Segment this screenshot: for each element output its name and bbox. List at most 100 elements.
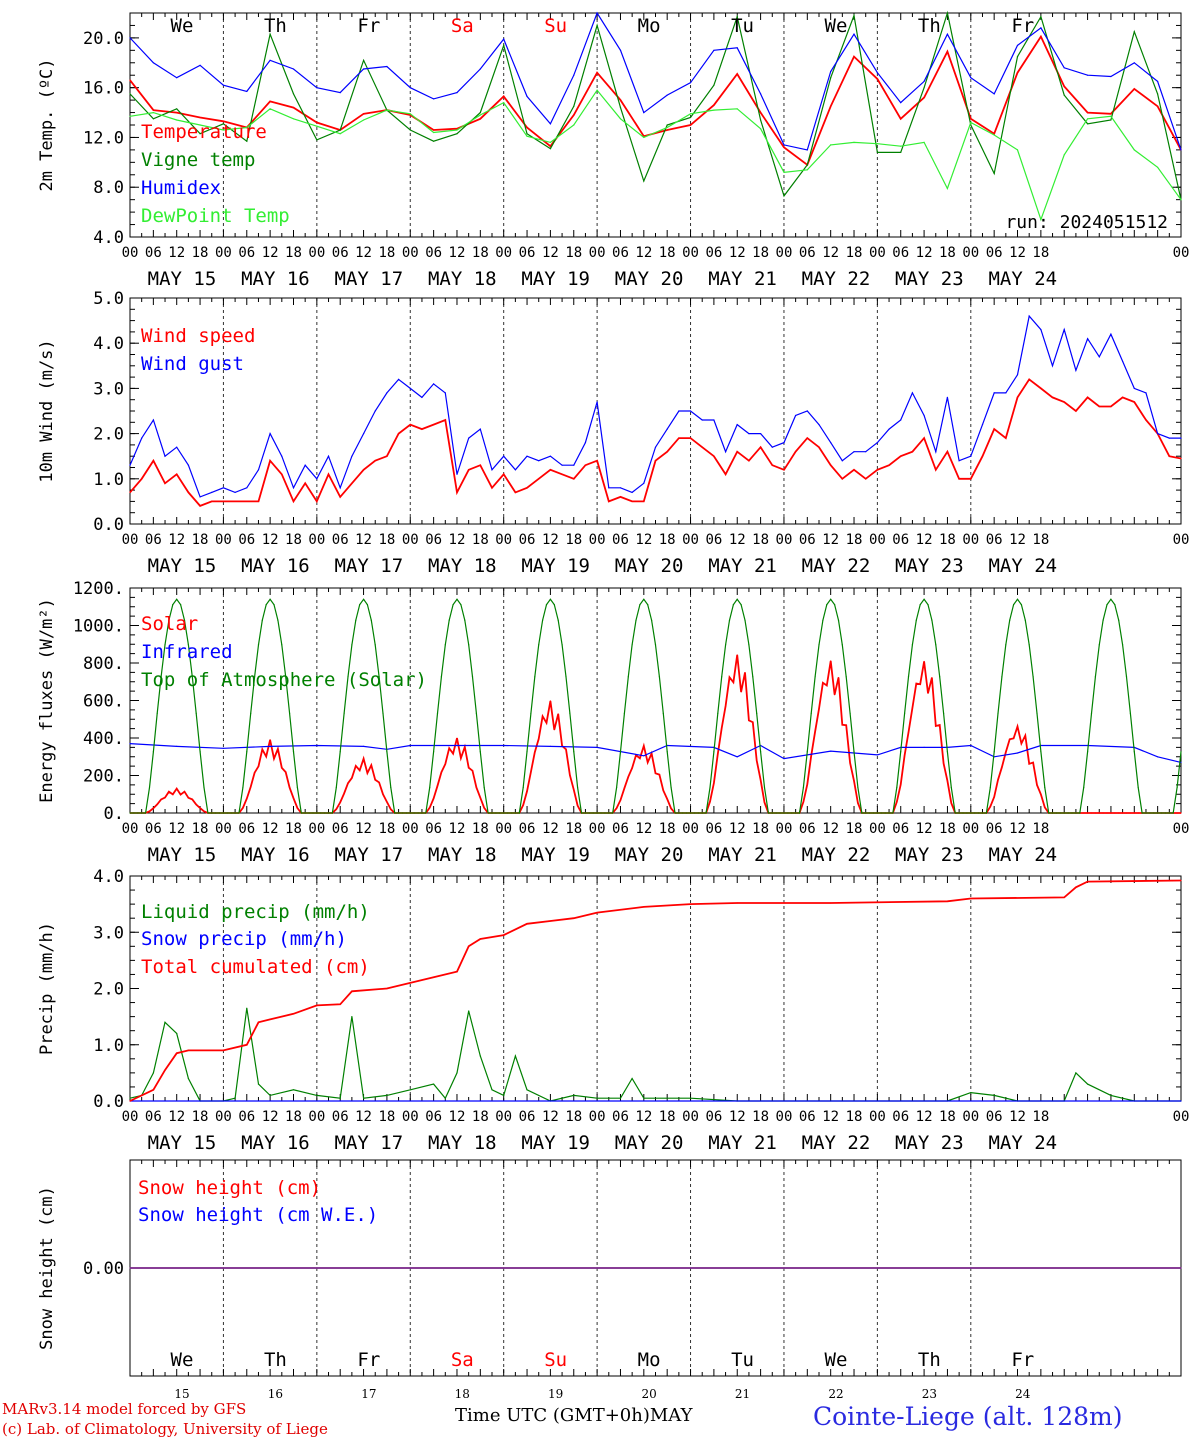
hour-label: 12 [542, 821, 559, 837]
data-point [487, 812, 489, 814]
day-name-label: Mo [638, 1349, 661, 1371]
data-point [900, 102, 902, 104]
hour-label: 00 [869, 245, 886, 261]
data-point [386, 987, 388, 990]
data-point [923, 437, 925, 439]
data-point [211, 500, 213, 502]
data-point [448, 747, 450, 749]
y-tick-label: 0.0 [93, 515, 124, 535]
hour-label: 06 [519, 821, 536, 837]
y-axis-label: Snow height (cm) [37, 1186, 57, 1350]
day-name-label: Tu [731, 15, 754, 37]
data-point [246, 798, 248, 800]
data-point [584, 464, 587, 466]
data-point [725, 644, 727, 646]
data-point [946, 12, 949, 14]
data-point [386, 65, 388, 68]
data-point [892, 812, 894, 814]
data-point [316, 500, 318, 502]
data-point [1137, 786, 1139, 789]
data-point [1145, 419, 1147, 421]
data-point [643, 136, 645, 138]
data-point [1180, 1267, 1182, 1269]
data-point [1087, 123, 1089, 125]
data-point [269, 1018, 271, 1021]
data-point [651, 619, 653, 621]
data-point [763, 801, 766, 804]
data-point [452, 604, 454, 606]
hour-label: 18 [378, 245, 395, 261]
data-point [989, 806, 991, 808]
data-point [292, 1013, 295, 1015]
series-line [129, 1008, 1181, 1102]
data-point [713, 49, 715, 51]
day-name-label: We [171, 1349, 194, 1371]
data-point [479, 464, 481, 466]
data-point [834, 694, 836, 696]
hour-label: 06 [892, 532, 909, 548]
data-point [678, 812, 680, 814]
data-point [1133, 149, 1135, 151]
data-point [553, 604, 555, 606]
y-axis-label: 2m Temp. (ºC) [37, 58, 57, 191]
data-point [211, 812, 213, 814]
y-axis-label: Energy fluxes (W/m²) [37, 598, 57, 803]
data-point [203, 810, 205, 812]
y-tick-label: 3.0 [93, 379, 124, 399]
data-point [802, 786, 805, 789]
data-point [176, 473, 178, 475]
hour-label: 18 [472, 245, 489, 261]
data-point [1087, 396, 1089, 398]
hour-label: 00 [495, 1109, 512, 1125]
data-point [152, 751, 154, 753]
data-point [386, 751, 388, 753]
data-point [900, 118, 902, 120]
data-point [970, 897, 972, 900]
data-point [728, 676, 731, 678]
day-number-label: 16 [268, 1387, 283, 1401]
data-point [596, 746, 598, 749]
data-point [643, 755, 645, 757]
hour-label: 06 [986, 1109, 1003, 1125]
data-point [619, 107, 622, 109]
day-name-label: Sa [451, 1349, 474, 1371]
data-point [970, 478, 972, 480]
data-point [187, 644, 189, 646]
data-point [1063, 401, 1065, 403]
data-point [1040, 751, 1042, 753]
data-point [168, 791, 170, 793]
data-point [176, 112, 178, 114]
data-point [588, 812, 590, 814]
hour-label: 00 [402, 245, 419, 261]
data-point [643, 598, 645, 600]
data-point [292, 797, 295, 799]
data-point [1157, 105, 1159, 107]
data-point [359, 769, 361, 772]
data-point [409, 87, 411, 89]
data-point [398, 812, 400, 814]
data-point [923, 414, 925, 417]
data-point [915, 682, 917, 685]
hour-label: 12 [916, 1109, 933, 1125]
data-point [915, 619, 917, 621]
data-point [970, 744, 972, 747]
data-point [433, 1083, 435, 1085]
data-point [822, 682, 824, 684]
data-point [363, 113, 365, 115]
data-point [363, 59, 365, 61]
data-point [1087, 74, 1089, 76]
hour-label: 12 [1009, 245, 1026, 261]
data-point [164, 1021, 166, 1023]
data-point [456, 1072, 458, 1074]
date-label: MAY 16 [241, 268, 310, 290]
data-point [152, 62, 154, 64]
data-point [518, 812, 520, 814]
y-tick-label: 0. [104, 804, 124, 824]
day-number-label: 20 [641, 1387, 656, 1401]
data-point [798, 812, 801, 814]
data-point [324, 812, 326, 814]
data-point [292, 1089, 295, 1091]
data-point [876, 754, 879, 756]
data-point [876, 72, 879, 74]
data-point [771, 446, 773, 448]
